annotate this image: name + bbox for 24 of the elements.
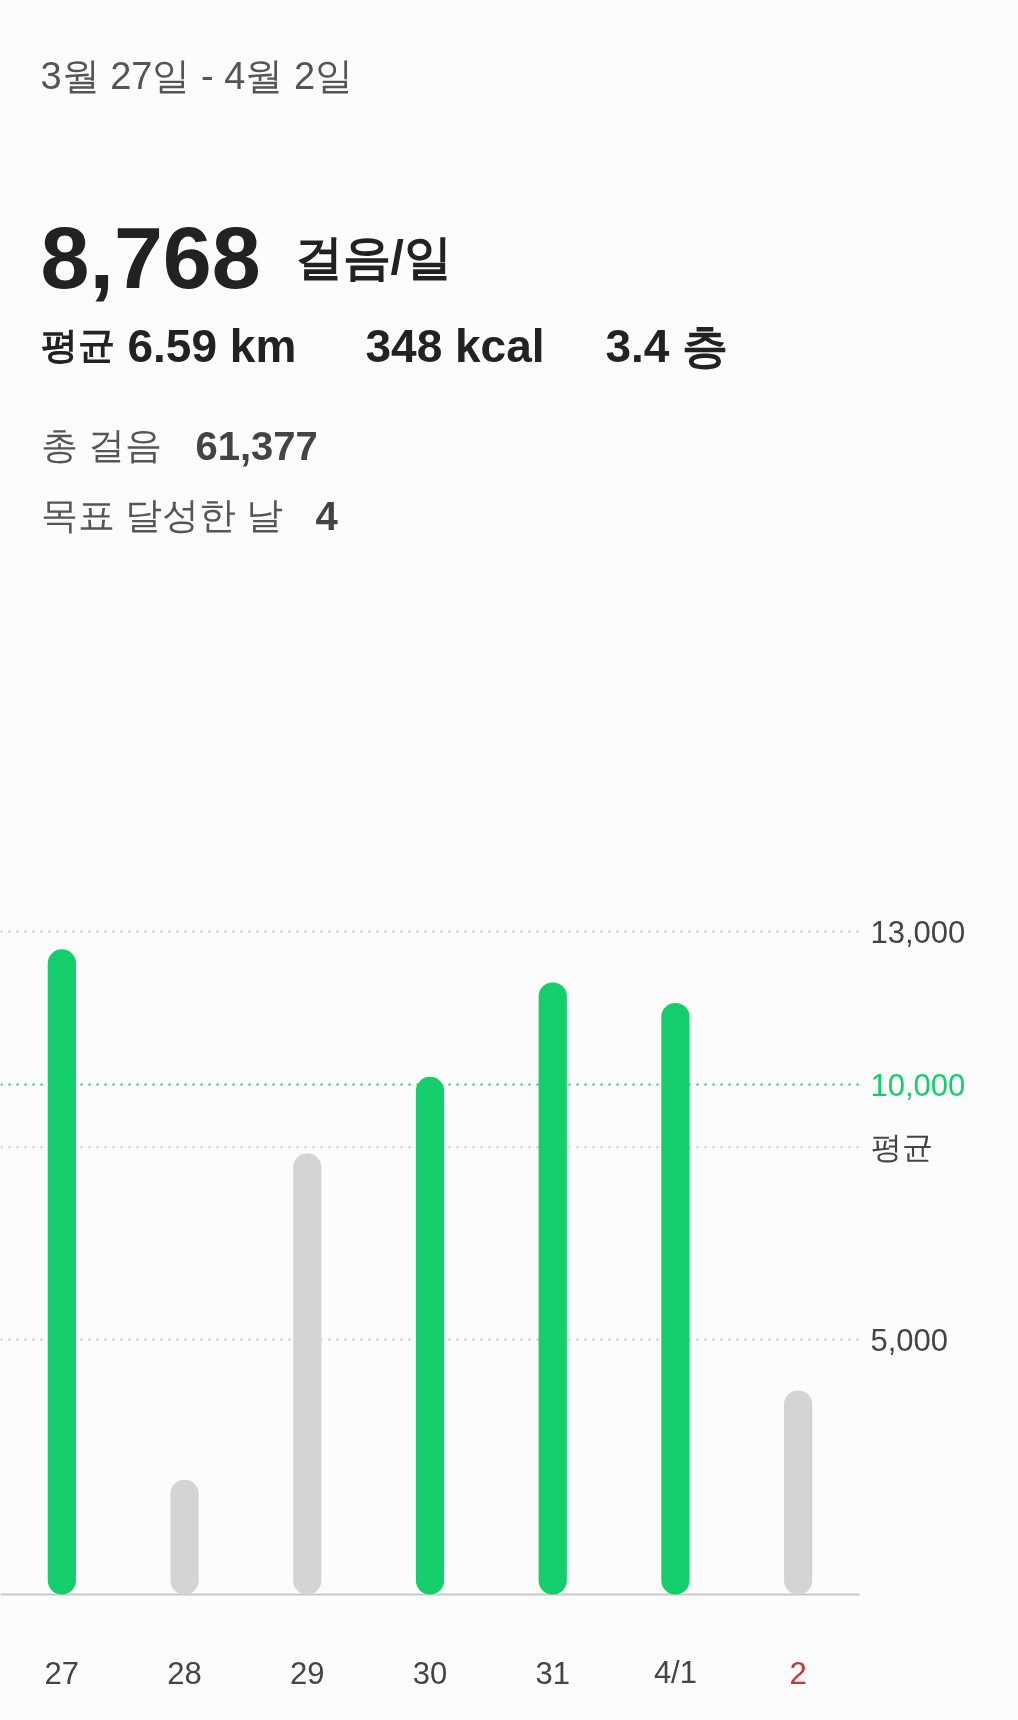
text: 총 걸음 — [40, 425, 162, 466]
text: 평균 — [40, 325, 115, 366]
y-tick-label: 5,000 — [870, 1322, 949, 1358]
ref-line-label: 10,000 — [870, 1067, 966, 1103]
x-tick-label: 29 — [290, 1655, 325, 1691]
text: 4 — [315, 493, 339, 538]
y-tick-label: 13,000 — [870, 914, 966, 950]
x-tick-label: 28 — [167, 1655, 202, 1691]
text: 8,768 — [40, 208, 261, 307]
ref-line-label: 평균 — [870, 1129, 933, 1165]
text: 3.4 층 — [605, 319, 729, 372]
text: 6.59 km — [127, 319, 297, 372]
text: 목표 달성한 날 — [40, 495, 284, 536]
x-tick-label: 27 — [44, 1655, 80, 1691]
x-tick-label: 2 — [789, 1655, 807, 1691]
text: 348 kcal — [365, 319, 545, 372]
text: 걸음/일 — [294, 231, 452, 284]
bar — [415, 1076, 445, 1595]
x-tick-label: 4/1 — [653, 1655, 697, 1690]
text: 61,377 — [195, 423, 318, 468]
x-tick-label: 31 — [535, 1655, 570, 1691]
bar — [47, 949, 76, 1595]
x-tick-label: 30 — [412, 1655, 448, 1691]
chart-title: 3월 27일 - 4월 2일 — [40, 54, 354, 97]
